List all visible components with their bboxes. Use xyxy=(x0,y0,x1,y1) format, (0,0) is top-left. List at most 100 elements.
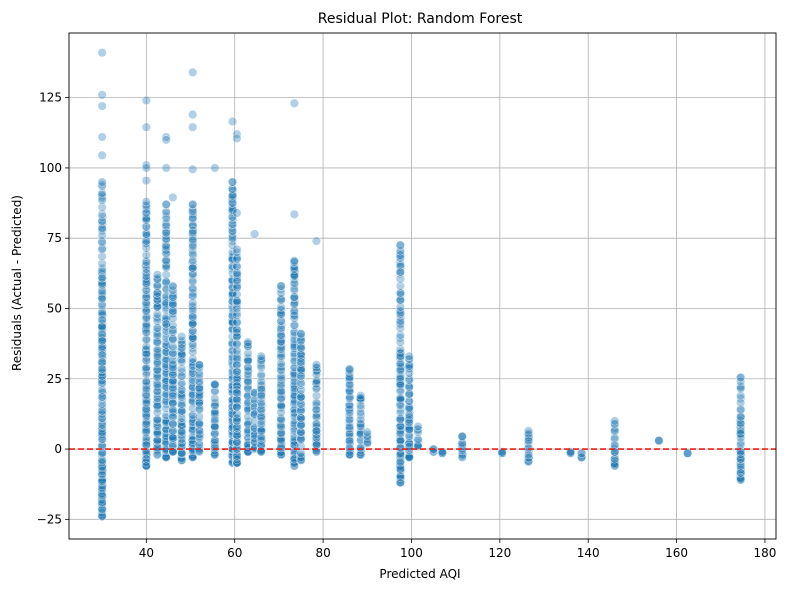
data-point xyxy=(97,195,107,205)
y-axis-label: Residuals (Actual - Predicted) xyxy=(10,195,24,371)
data-point xyxy=(97,469,107,479)
data-point xyxy=(97,434,107,444)
data-point xyxy=(210,379,220,389)
data-point xyxy=(188,263,198,273)
data-point xyxy=(141,461,151,471)
data-point xyxy=(141,433,151,443)
data-point xyxy=(97,357,107,367)
data-point xyxy=(177,392,187,402)
data-point xyxy=(194,360,204,370)
data-point xyxy=(141,362,151,373)
data-point xyxy=(141,197,151,207)
data-point xyxy=(168,192,178,203)
data-point xyxy=(152,288,162,298)
x-tick-label: 100 xyxy=(400,546,423,560)
data-point xyxy=(152,330,162,340)
data-point xyxy=(141,376,151,387)
data-point xyxy=(141,355,151,366)
x-tick-label: 60 xyxy=(227,546,242,560)
data-point xyxy=(141,410,151,420)
data-point xyxy=(152,400,162,411)
data-point xyxy=(152,407,162,418)
data-point xyxy=(188,333,198,343)
data-point xyxy=(97,332,107,343)
data-point xyxy=(289,98,299,108)
x-axis-label: Predicted AQI xyxy=(379,567,460,581)
data-point xyxy=(141,320,151,330)
y-tick-label: 75 xyxy=(47,231,62,245)
data-point xyxy=(161,245,171,255)
data-point xyxy=(177,367,187,377)
data-point xyxy=(161,263,171,273)
data-point xyxy=(141,369,151,380)
data-point xyxy=(141,384,151,394)
data-point xyxy=(141,229,151,239)
data-point xyxy=(177,332,187,342)
data-point xyxy=(97,429,107,440)
data-point xyxy=(152,281,162,291)
data-point xyxy=(97,265,107,276)
data-point xyxy=(194,429,205,439)
data-point xyxy=(311,360,322,370)
data-point xyxy=(97,322,107,332)
data-point xyxy=(177,434,187,444)
data-point xyxy=(161,213,171,224)
data-point xyxy=(188,347,198,357)
data-point xyxy=(97,455,107,465)
data-point xyxy=(141,299,151,309)
data-point xyxy=(161,277,171,287)
data-point xyxy=(152,369,162,379)
data-point xyxy=(141,290,151,300)
data-point xyxy=(188,242,198,252)
data-point xyxy=(141,391,151,401)
data-point xyxy=(141,160,151,170)
data-point xyxy=(194,419,204,429)
data-point xyxy=(141,419,151,429)
data-point xyxy=(188,326,198,336)
data-point xyxy=(194,373,204,383)
data-point xyxy=(232,208,242,218)
data-point xyxy=(141,208,151,218)
data-point xyxy=(243,337,253,347)
data-point xyxy=(188,67,198,77)
data-point xyxy=(161,231,171,241)
data-point xyxy=(188,227,198,238)
data-points xyxy=(97,48,746,522)
data-point xyxy=(161,235,171,245)
data-point xyxy=(168,412,178,422)
data-point xyxy=(142,335,152,345)
data-point xyxy=(344,364,355,374)
data-point xyxy=(168,376,178,387)
data-point xyxy=(161,199,171,210)
data-point xyxy=(168,362,178,373)
data-point xyxy=(161,452,171,463)
data-point xyxy=(289,256,299,266)
data-point xyxy=(97,48,107,58)
data-point xyxy=(256,351,266,361)
data-point xyxy=(97,378,107,388)
data-point xyxy=(654,436,664,446)
data-point xyxy=(97,202,107,212)
data-point xyxy=(141,327,151,337)
data-point xyxy=(168,308,178,319)
data-point xyxy=(188,249,198,259)
data-point xyxy=(161,132,171,142)
data-point xyxy=(227,116,238,127)
data-point xyxy=(168,327,178,337)
data-point xyxy=(97,272,107,283)
data-point xyxy=(97,343,107,353)
data-point xyxy=(188,270,198,280)
data-point xyxy=(296,329,306,339)
data-point xyxy=(141,278,151,288)
data-point xyxy=(168,313,178,323)
data-point xyxy=(362,427,372,437)
data-point xyxy=(97,364,107,374)
data-point xyxy=(194,405,204,415)
data-point xyxy=(141,243,151,253)
data-point xyxy=(168,292,178,302)
data-point xyxy=(97,90,107,100)
data-point xyxy=(177,399,187,409)
data-point xyxy=(97,345,107,355)
